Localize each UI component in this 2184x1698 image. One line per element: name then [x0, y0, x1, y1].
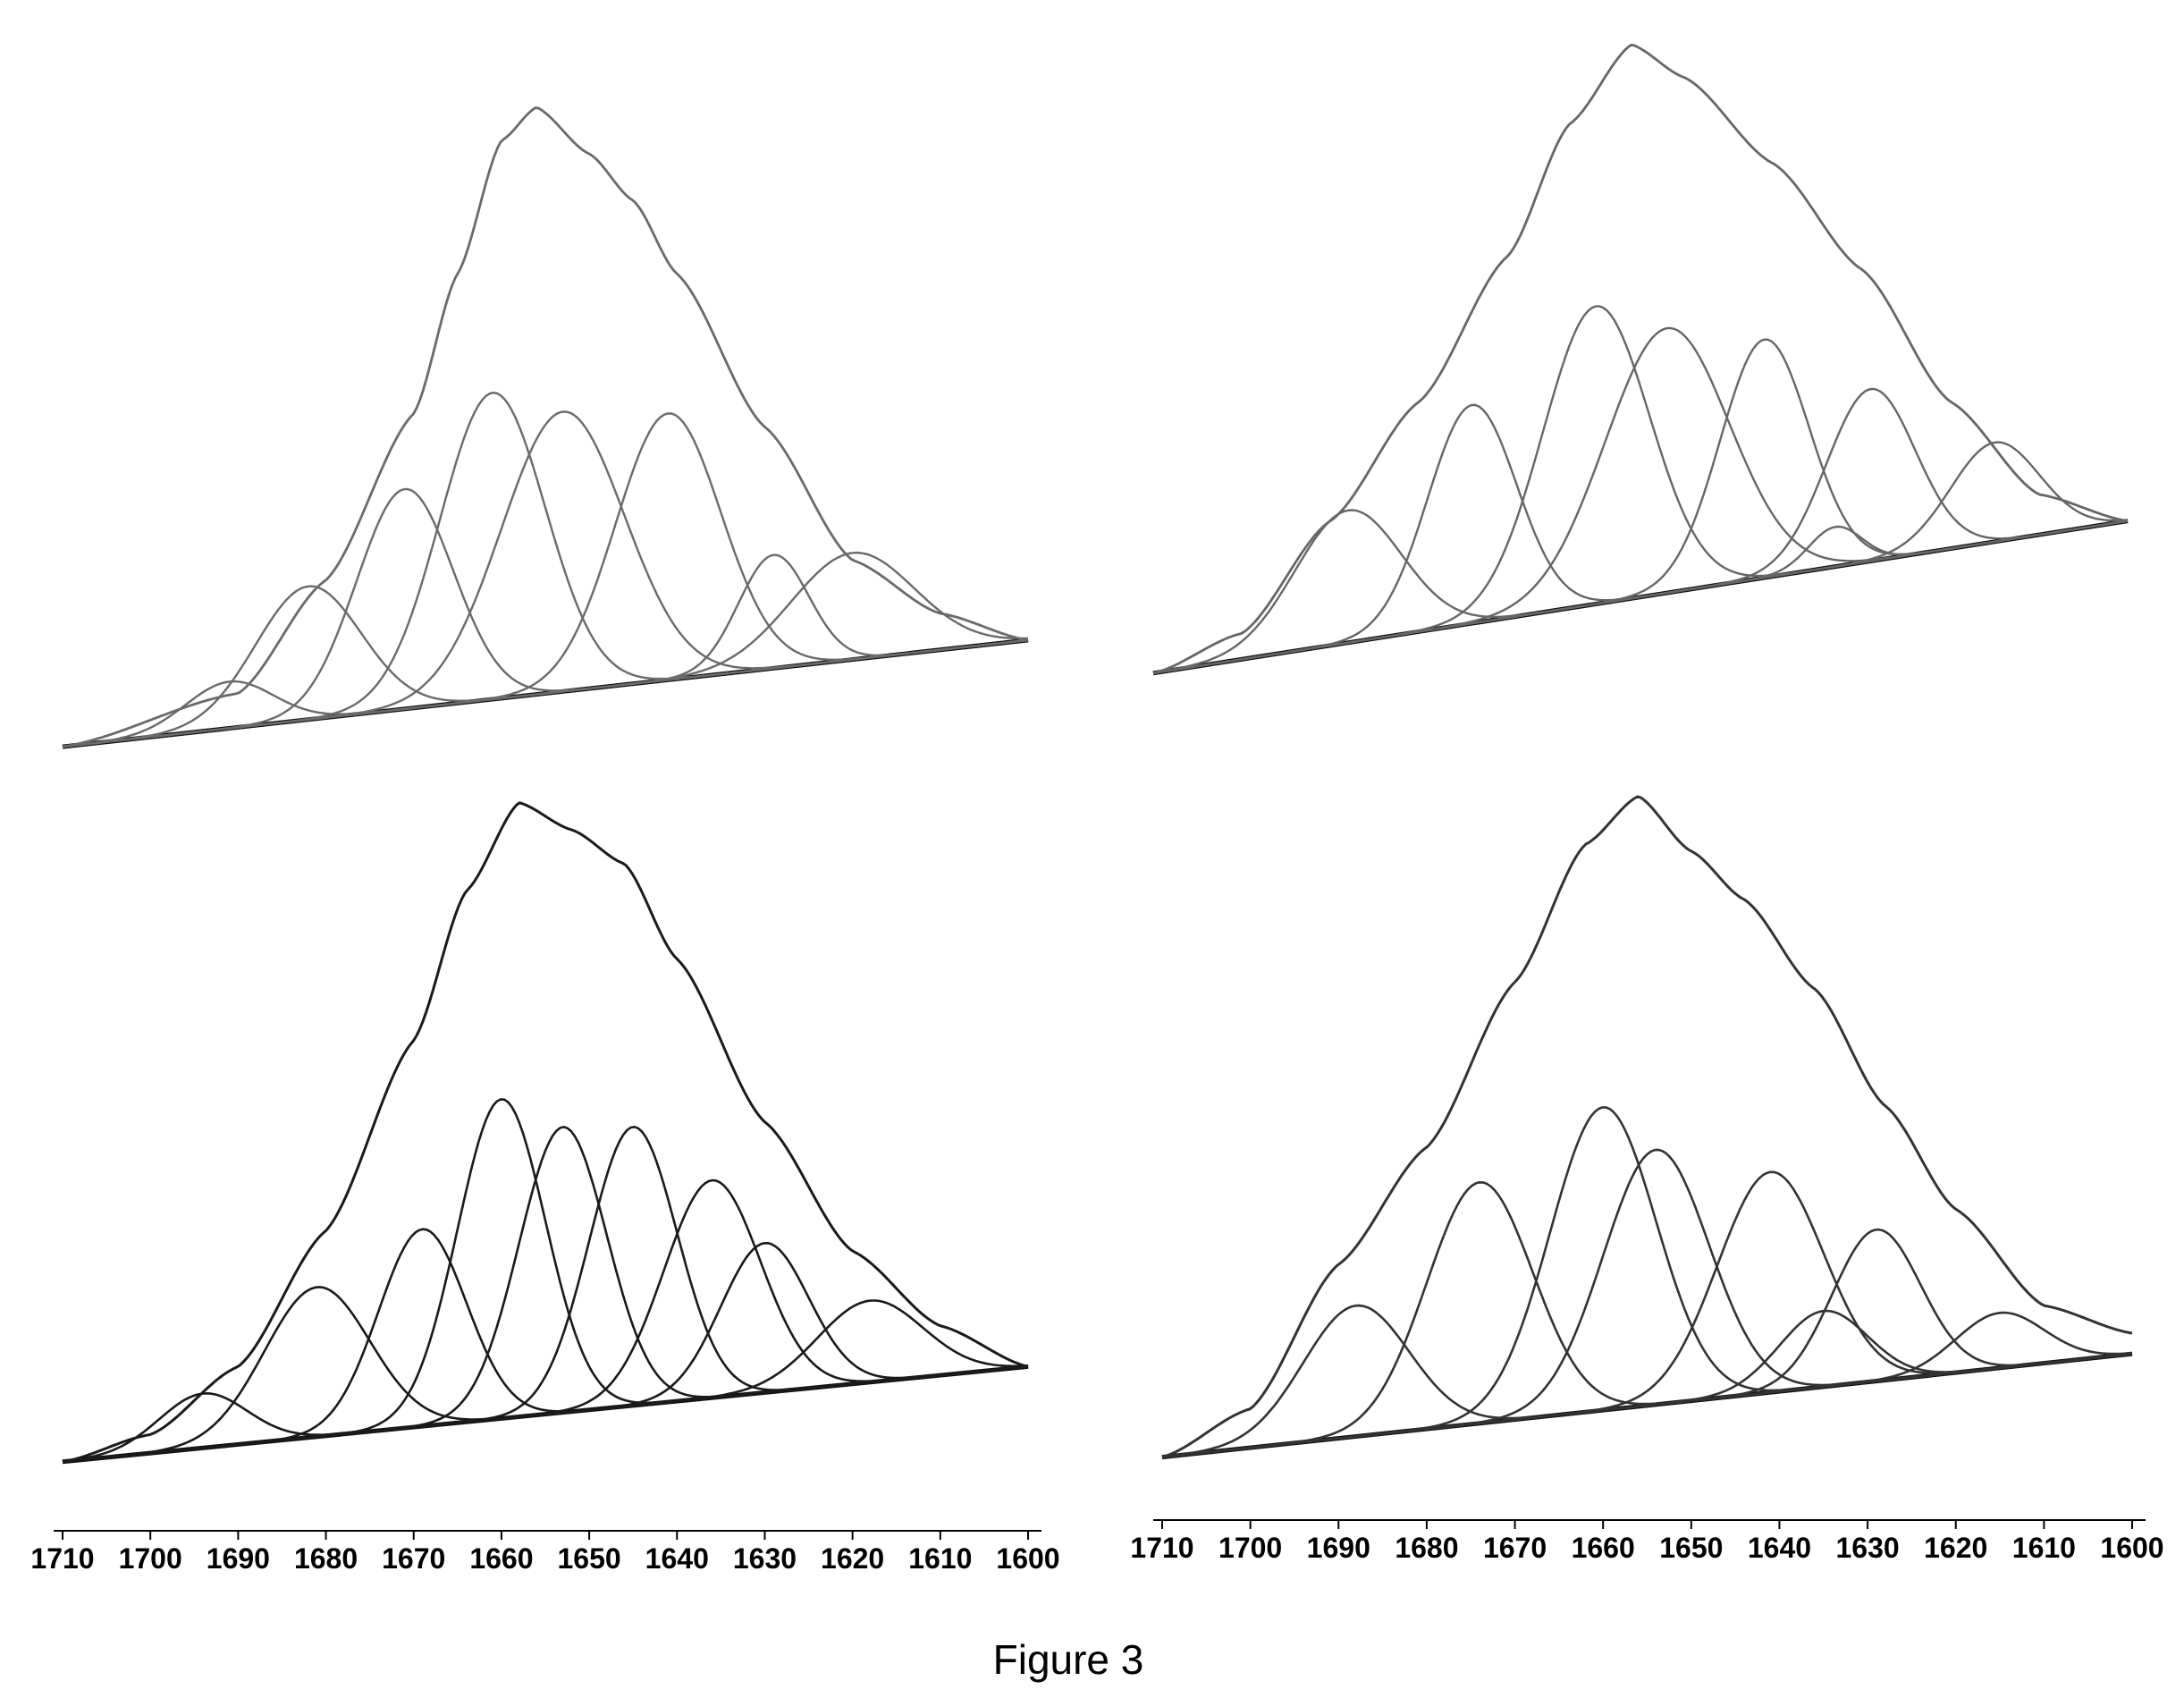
x-tick-label-1610: 1610	[2012, 1532, 2076, 1564]
x-tick-label-1600: 1600	[996, 1542, 1059, 1575]
x-tick-label-1630: 1630	[1835, 1532, 1899, 1564]
component-peak-1653	[62, 1126, 1029, 1464]
x-tick-label-1620: 1620	[821, 1542, 884, 1575]
x-tick-label-1690: 1690	[207, 1542, 270, 1575]
x-tick-label-1700: 1700	[119, 1542, 182, 1575]
component-peak-1688	[1161, 1304, 2133, 1458]
x-tick-label-1600: 1600	[2100, 1532, 2163, 1564]
component-peak-1653	[62, 410, 1029, 748]
envelope-curve	[1152, 44, 2129, 675]
panel-top-right	[1152, 44, 2129, 676]
x-tick-label-1620: 1620	[1924, 1532, 1987, 1564]
component-peak-1641	[1161, 1170, 2133, 1458]
x-tick-label-1650: 1650	[557, 1542, 620, 1575]
x-tick-label-1680: 1680	[294, 1542, 358, 1575]
envelope-curve	[1161, 795, 2133, 1459]
panel-bottom-left: 1710 1700 1690 1680 1670 1660 1650 1640 1630 1620…	[30, 801, 1060, 1575]
component-peak-1635	[1161, 1309, 2133, 1458]
component-peak-1674	[1161, 1181, 2133, 1458]
component-peak-1674	[1152, 403, 2129, 674]
x-tick-label-1660: 1660	[1572, 1532, 1635, 1564]
x-tick-label-1660: 1660	[469, 1542, 533, 1575]
x-tick-label-1680: 1680	[1395, 1532, 1458, 1564]
component-peak-1629	[1161, 1228, 2133, 1458]
x-tick-label-1650: 1650	[1659, 1532, 1723, 1564]
x-tick-label-1640: 1640	[645, 1542, 709, 1575]
component-peak-1620	[62, 551, 1029, 748]
component-peak-1618	[62, 1299, 1029, 1464]
x-tick-label-1610: 1610	[908, 1542, 972, 1575]
component-peak-1641	[62, 412, 1029, 748]
x-tick-label-1710: 1710	[1130, 1532, 1193, 1564]
panel-bottom-right: 1710 1700 1690 1680 1670 1660 1650 1640 1630 1620…	[1130, 795, 2164, 1564]
component-peak-1682	[62, 585, 1029, 748]
component-peak-1615	[1152, 441, 2129, 674]
x-tick-label-1630: 1630	[733, 1542, 797, 1575]
panel-top-left	[62, 106, 1029, 749]
component-peak-1615	[1161, 1311, 2133, 1458]
component-peak-1652	[1152, 326, 2129, 674]
component-peak-1660	[1152, 305, 2129, 674]
envelope-curve	[62, 106, 1029, 748]
x-tick-label-1690: 1690	[1307, 1532, 1370, 1564]
x-tick-label-1640: 1640	[1748, 1532, 1811, 1564]
x-tick-label-1710: 1710	[30, 1542, 94, 1575]
component-peak-1654	[1161, 1148, 2133, 1458]
spectra-panels: 1710 1700 1690 1680 1670 1660 1650 1640 1630 1620…	[30, 44, 2164, 1575]
x-tick-label-1670: 1670	[382, 1542, 445, 1575]
component-peak-1645	[62, 1126, 1029, 1464]
x-tick-label-1700: 1700	[1218, 1532, 1282, 1564]
x-tick-label-1670: 1670	[1483, 1532, 1547, 1564]
figure-caption: Figure 3	[993, 1636, 1144, 1683]
component-peak-1629	[62, 553, 1029, 748]
component-peak-1669	[62, 1228, 1029, 1464]
envelope-curve	[62, 801, 1029, 1464]
